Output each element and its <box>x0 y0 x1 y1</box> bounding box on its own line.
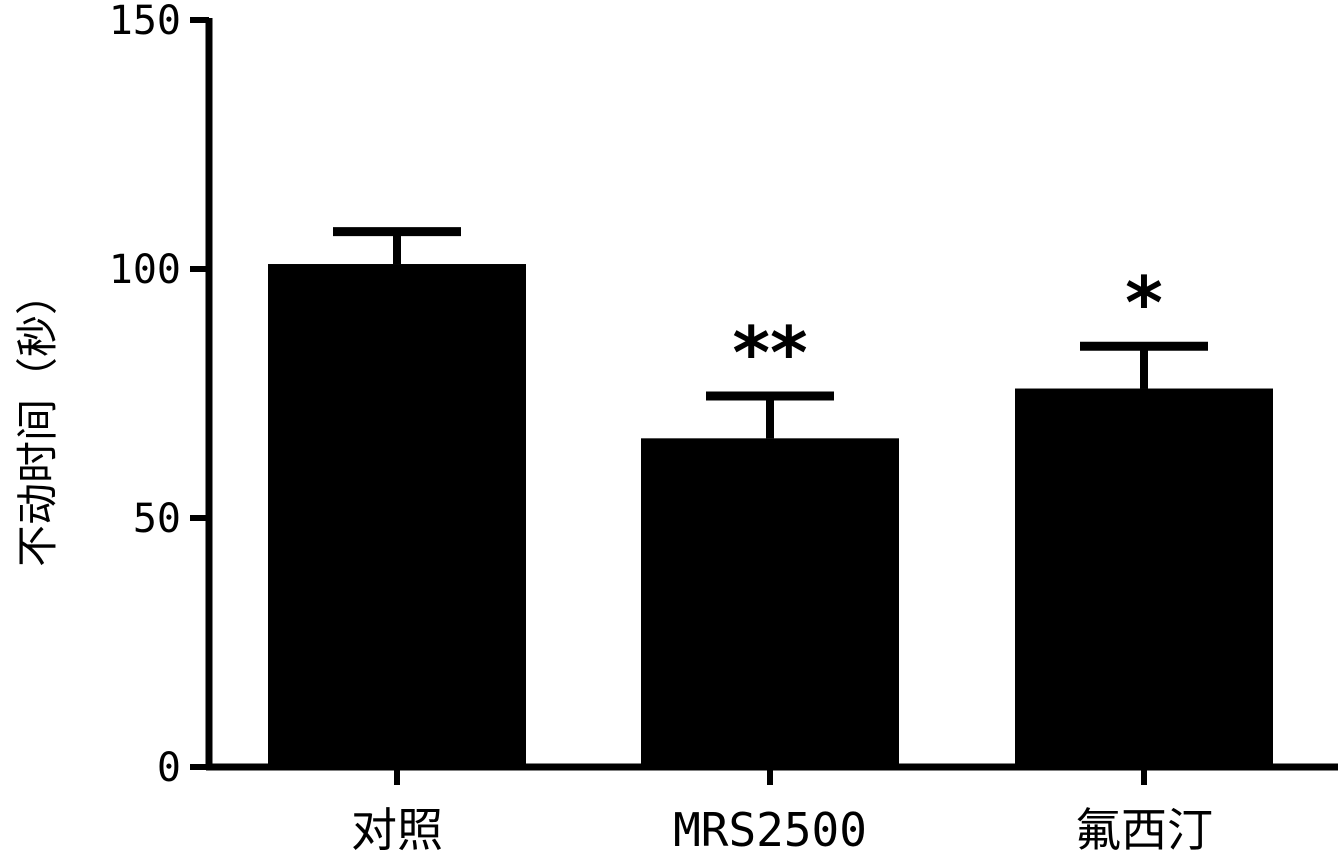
significance-group: *** <box>732 261 1162 395</box>
x-tick-label: 氟西汀 <box>1075 803 1213 857</box>
significance-label: ** <box>732 311 807 395</box>
bar <box>268 264 526 767</box>
significance-label: * <box>1125 261 1163 345</box>
bar <box>641 438 899 767</box>
x-tick-label: 对照 <box>351 803 443 857</box>
y-axis-title: 不动时间（秒） <box>13 273 62 567</box>
y-tick-label: 150 <box>109 0 181 44</box>
y-ticks-group: 0 50 100 150 <box>109 0 209 791</box>
x-ticks-group: 对照 MRS2500 氟西汀 <box>351 767 1213 857</box>
y-tick-label: 50 <box>133 496 181 542</box>
y-tick-label: 0 <box>157 745 181 791</box>
bars-group <box>268 264 1273 767</box>
error-bars-group <box>333 227 1208 439</box>
y-tick-label: 100 <box>109 247 181 293</box>
x-tick-label: MRS2500 <box>673 803 867 857</box>
bar <box>1015 388 1273 767</box>
